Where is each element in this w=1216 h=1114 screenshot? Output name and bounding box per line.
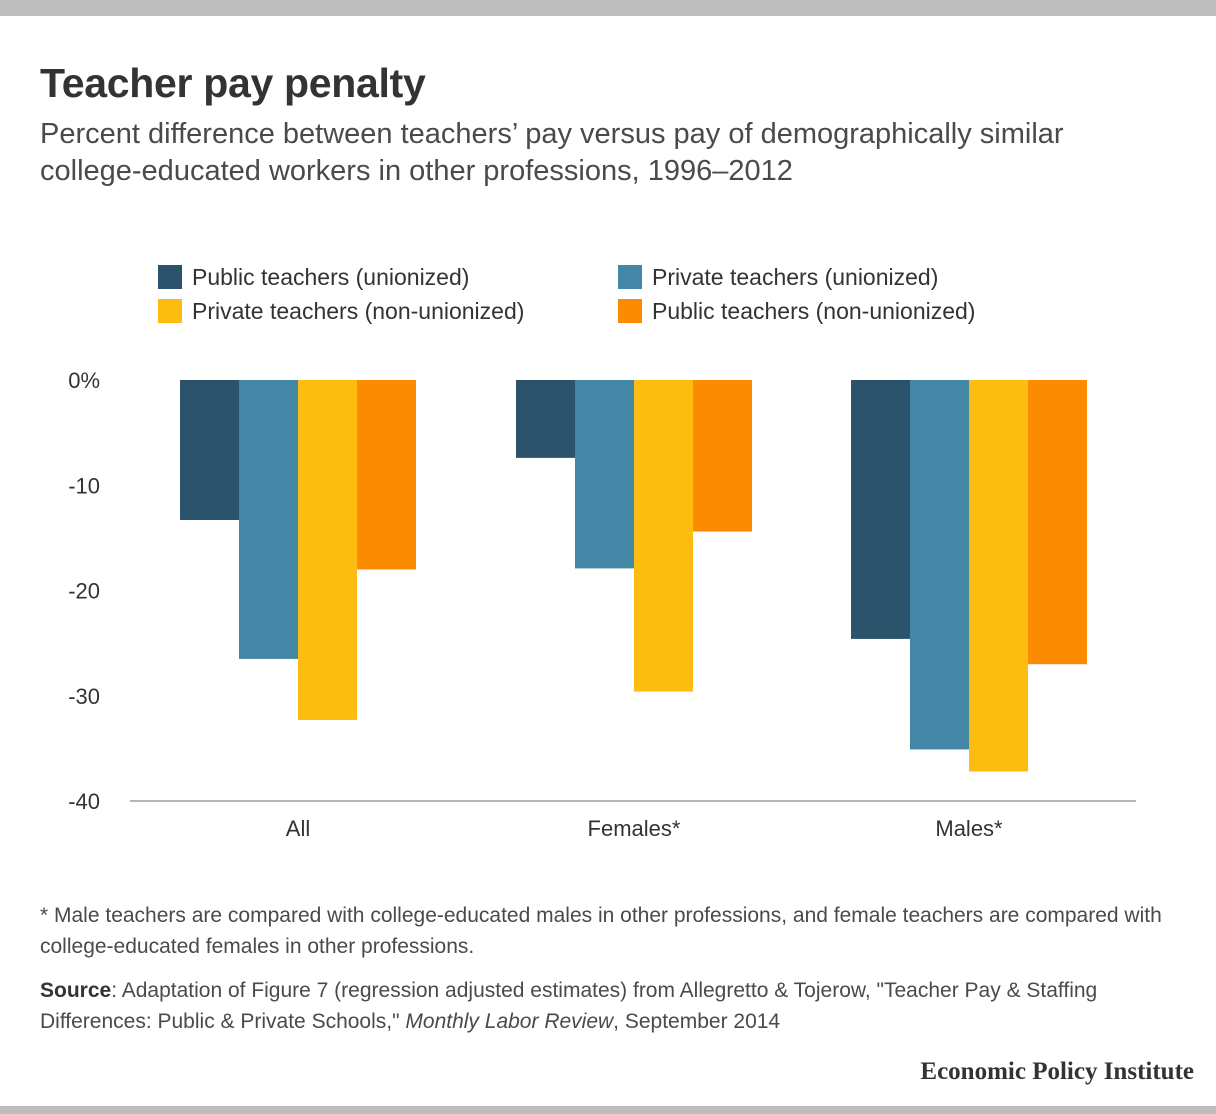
source-text: : Adaptation of Figure 7 (regression adj… [40, 979, 1098, 1033]
x-category-label: All [286, 816, 310, 841]
bar [693, 380, 752, 532]
chart-subtitle: Percent difference between teachers’ pay… [40, 118, 1064, 187]
legend-swatch [158, 265, 182, 289]
bar [298, 380, 357, 720]
y-tick-label: 0% [68, 368, 100, 393]
legend-label: Private teachers (non-unionized) [192, 297, 525, 324]
legend-label: Public teachers (non-unionized) [652, 297, 976, 324]
legend-item-public-unionized: Public teachers (unionized) [158, 262, 469, 292]
bar [357, 380, 416, 570]
chart-title: Teacher pay penalty [40, 60, 426, 106]
legend-swatch [158, 299, 182, 323]
y-tick-label: -10 [68, 473, 100, 498]
bar [851, 380, 910, 639]
bar [575, 380, 634, 569]
legend: Public teachers (unionized) Private teac… [158, 262, 1058, 334]
source-journal: Monthly Labor Review [405, 1010, 614, 1033]
legend-swatch [618, 265, 642, 289]
x-category-label: Males* [935, 816, 1003, 841]
bar [910, 380, 969, 750]
legend-item-private-non-unionized: Private teachers (non-unionized) [158, 296, 524, 326]
epi-logo: Economic Policy Institute [920, 1058, 1194, 1085]
source-label: Source [40, 979, 112, 1002]
bar [180, 380, 239, 520]
legend-label: Private teachers (unionized) [652, 263, 939, 290]
legend-label: Public teachers (unionized) [192, 263, 470, 290]
bottom-border [0, 1106, 1216, 1114]
y-tick-label: -20 [68, 579, 100, 604]
bar [239, 380, 298, 659]
y-tick-label: -30 [68, 684, 100, 709]
bar [634, 380, 693, 692]
source-note: Source: Adaptation of Figure 7 (regressi… [40, 975, 1180, 1037]
legend-item-public-non-unionized: Public teachers (non-unionized) [618, 296, 975, 326]
bar-chart: 0% -10 -20 -30 -40 All Females* Males* [68, 368, 1136, 841]
top-border [0, 0, 1216, 16]
bar [1028, 380, 1087, 665]
source-date: , September 2014 [613, 1010, 781, 1033]
footnote: * Male teachers are compared with colleg… [40, 904, 1162, 958]
legend-item-private-unionized: Private teachers (unionized) [618, 262, 938, 292]
legend-swatch [618, 299, 642, 323]
y-tick-label: -40 [68, 789, 100, 814]
x-category-label: Females* [588, 816, 681, 841]
bar [969, 380, 1028, 772]
bar [516, 380, 575, 458]
